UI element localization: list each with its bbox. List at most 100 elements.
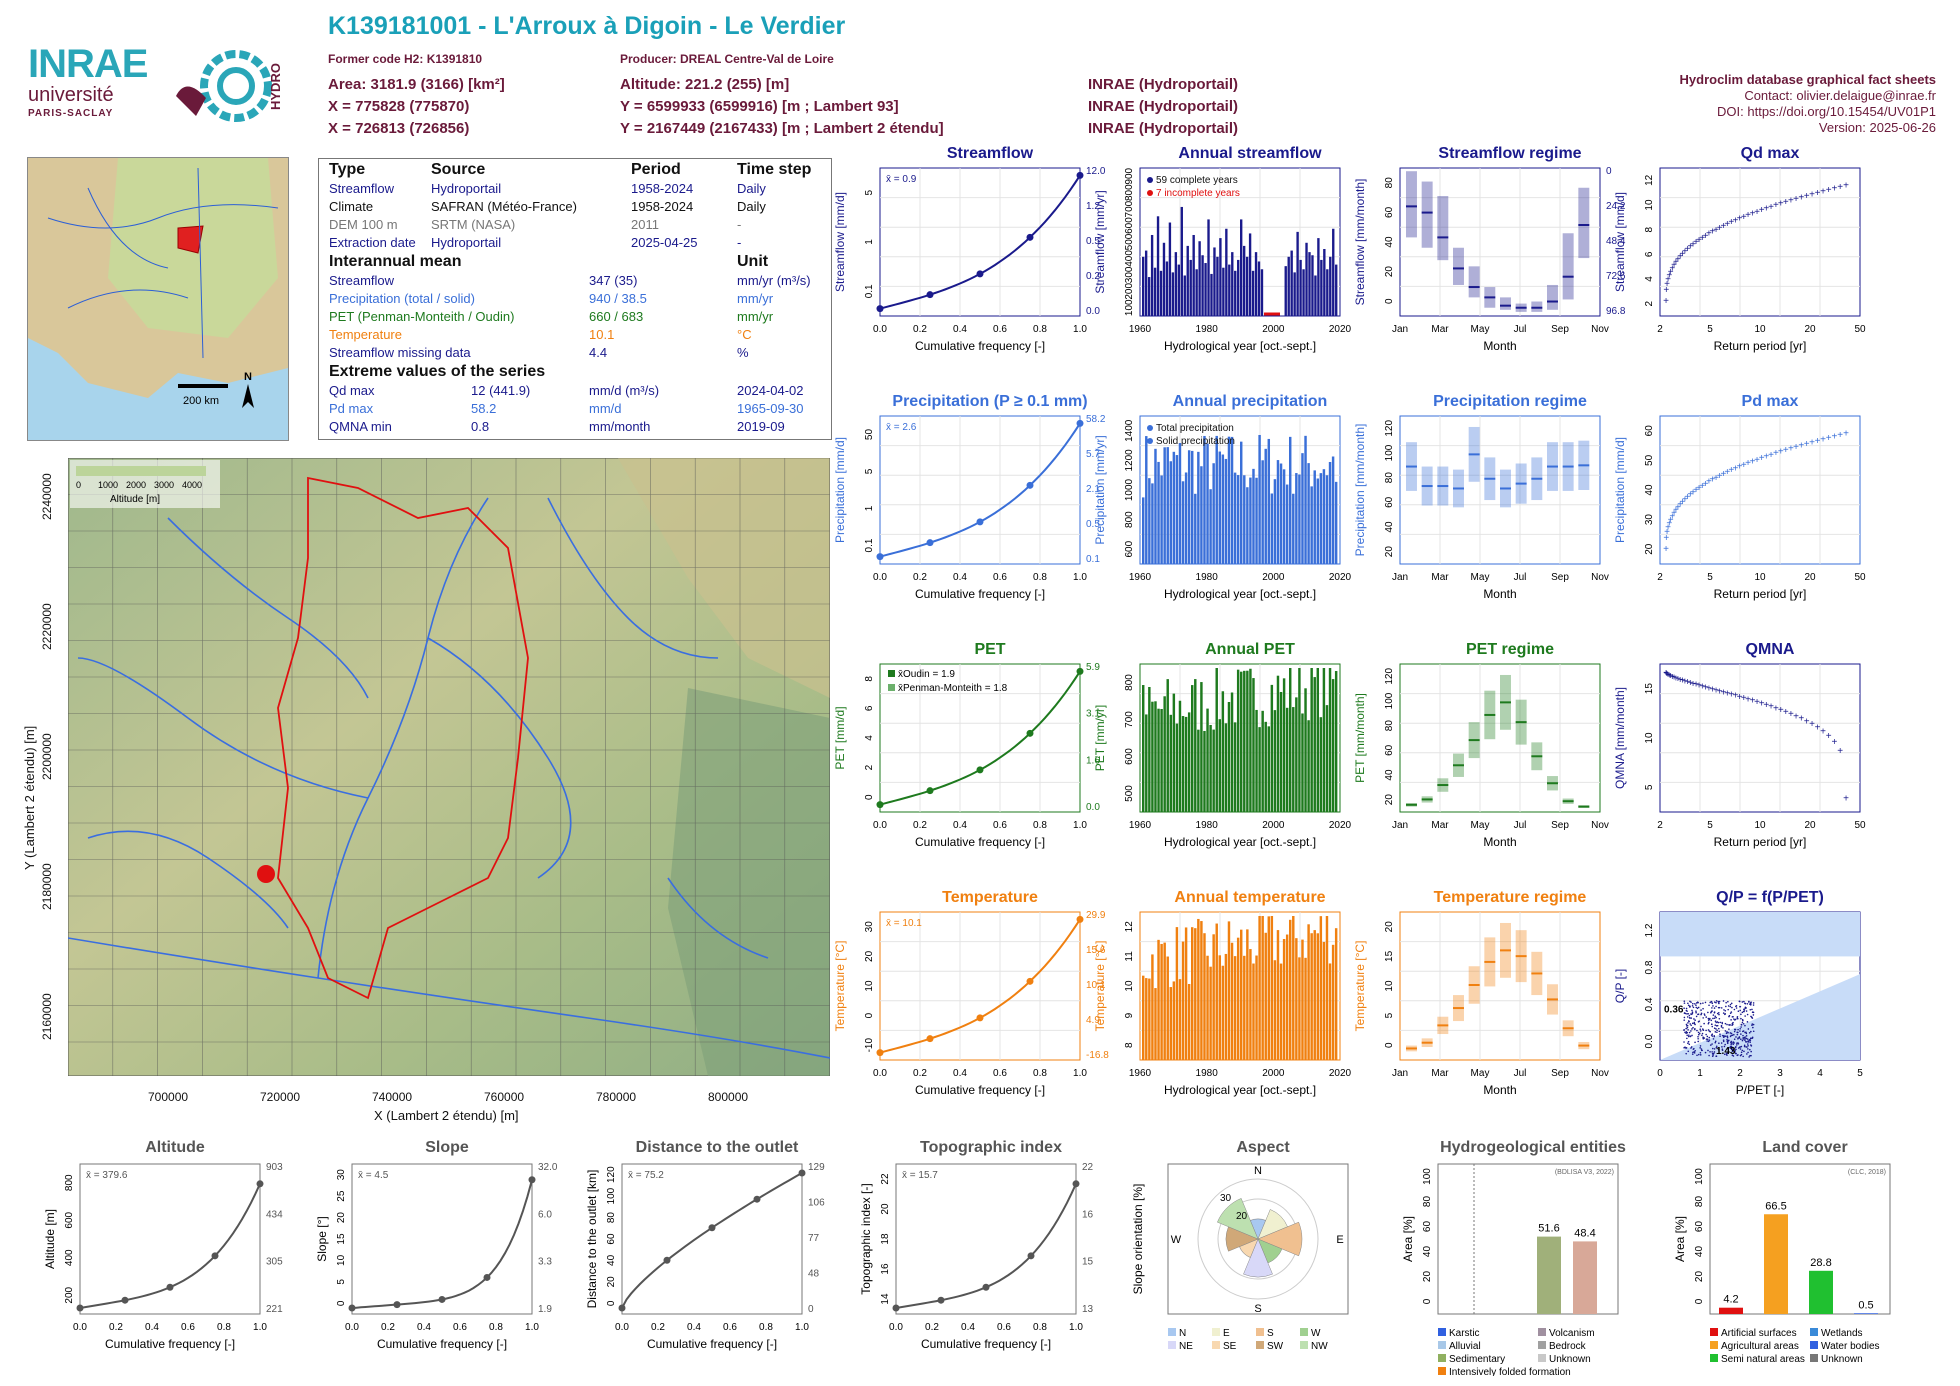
year-bar — [1319, 717, 1323, 812]
qp-point — [1684, 1012, 1687, 1015]
plot-frame — [879, 663, 1081, 813]
qp-point — [1737, 1047, 1740, 1049]
x-tick: 2000 — [1262, 572, 1285, 583]
qp-point — [1741, 1021, 1744, 1024]
qp-point — [1716, 1029, 1718, 1032]
return-point: + — [1750, 456, 1756, 467]
return-point: + — [1741, 693, 1747, 704]
right-tick: 12.0 — [1086, 166, 1106, 177]
year-bar — [1206, 708, 1209, 812]
x-tick: 5 — [1707, 572, 1713, 583]
year-bar — [1224, 723, 1228, 812]
quantile-point — [982, 1283, 990, 1291]
x-tick: Mar — [1431, 820, 1449, 831]
y-tick: 60 — [606, 1233, 617, 1245]
y-tick: 15 — [1384, 950, 1395, 962]
return-point: + — [1815, 723, 1821, 734]
qp-point — [1737, 1042, 1739, 1044]
temp_regime-chart: Temperature regime Month Temperature [°C] J… — [1353, 889, 1609, 1097]
y-tick: 80 — [1422, 1196, 1433, 1208]
year-bar — [1189, 259, 1192, 316]
x-axis-label: P/PET [-] — [1736, 1083, 1784, 1097]
qp-point — [1714, 1024, 1717, 1026]
x-tick: 0.4 — [953, 572, 967, 583]
year-bar — [1203, 933, 1206, 1060]
year-bar — [1154, 988, 1157, 1060]
y-tick: 60 — [1384, 206, 1395, 218]
qp-point — [1717, 1021, 1720, 1024]
return-point: + — [1759, 699, 1765, 710]
year-bar — [1206, 955, 1209, 1060]
inset-scale: 200 km — [183, 395, 219, 407]
year-bar — [1298, 474, 1301, 564]
qp-point — [1724, 1035, 1727, 1038]
qp-point — [1689, 1000, 1691, 1003]
qp-point — [1717, 1006, 1720, 1009]
station-marker[interactable] — [257, 865, 275, 883]
legend-swatch — [1538, 1328, 1546, 1336]
legend-tick: 3000 — [154, 480, 174, 490]
x-axis-label: Cumulative frequency [-] — [915, 339, 1045, 353]
qp-point — [1716, 1031, 1718, 1034]
year-bar — [1166, 447, 1169, 564]
qp-point — [1709, 1044, 1712, 1046]
year-bar — [1261, 460, 1264, 564]
qp-point — [1731, 1006, 1733, 1009]
x-tick: 2000 — [1262, 324, 1285, 335]
info-table: Type Source Period Time step Streamflow H… — [318, 158, 832, 440]
year-bar — [1329, 256, 1332, 316]
return-point: + — [1750, 208, 1756, 219]
qp-point — [1724, 1043, 1726, 1046]
return-point: + — [1680, 249, 1686, 260]
year-bar — [1248, 233, 1252, 316]
qp-point — [1688, 1043, 1691, 1046]
return-point: + — [1713, 225, 1719, 236]
qp-point — [1687, 1012, 1690, 1015]
qp-point — [1746, 1043, 1749, 1045]
return-point: + — [1693, 485, 1699, 496]
year-bar — [1169, 987, 1173, 1060]
x-tick: 0 — [1657, 1068, 1663, 1079]
x-tick: Jan — [1392, 324, 1408, 335]
plot-frame — [1659, 167, 1861, 317]
table-row: Qd max 12 (441.9) mm/d (m³/s) 2024-04-02 — [329, 383, 804, 398]
x-tick: 20 — [1804, 572, 1816, 583]
return-point: + — [1745, 458, 1751, 469]
year-bar — [1197, 918, 1200, 1060]
return-point: + — [1687, 678, 1693, 689]
year-bar — [1310, 668, 1313, 812]
legend-item: x̄Penman-Monteith = 1.8 — [898, 683, 1008, 694]
qp-point — [1686, 1034, 1688, 1037]
qp-point — [1715, 1045, 1718, 1048]
quantile-point — [976, 518, 984, 526]
x-tick: 0.2 — [381, 1322, 395, 1333]
legend-item: Alluvial — [1449, 1341, 1481, 1352]
year-bar — [1252, 678, 1255, 812]
year-bar — [1305, 242, 1308, 316]
qp-point — [1743, 1008, 1745, 1011]
legend-tick: 0 — [76, 480, 81, 490]
doi-link[interactable]: DOI: https://doi.org/10.15454/UV01P1 — [1717, 104, 1936, 119]
qp-point — [1731, 1034, 1734, 1037]
x-tick: Mar — [1431, 324, 1449, 335]
return-point: + — [1831, 737, 1837, 748]
year-bar — [1165, 261, 1169, 316]
x-tick: 0.2 — [913, 1068, 927, 1079]
year-bar — [1243, 475, 1246, 564]
legend-swatch — [1438, 1367, 1446, 1375]
quantile-point — [528, 1176, 536, 1184]
y-tick: 0 — [606, 1300, 617, 1306]
x-tick: 0.0 — [73, 1322, 87, 1333]
north-label: N — [244, 371, 252, 383]
right-tick: 3.1 — [1086, 709, 1100, 720]
right-tick: 4.9 — [1086, 1015, 1100, 1026]
quantile-point — [618, 1304, 626, 1312]
regime-box — [1437, 196, 1449, 261]
y-tick: 20 — [1644, 543, 1655, 555]
return-point: + — [1665, 275, 1671, 286]
year-bar — [1282, 938, 1286, 1060]
y-tick: 2 — [1644, 300, 1655, 306]
qp-limit-zone — [1660, 912, 1860, 957]
x-tick: 0.4 — [953, 820, 967, 831]
qp-point — [1693, 1051, 1695, 1053]
